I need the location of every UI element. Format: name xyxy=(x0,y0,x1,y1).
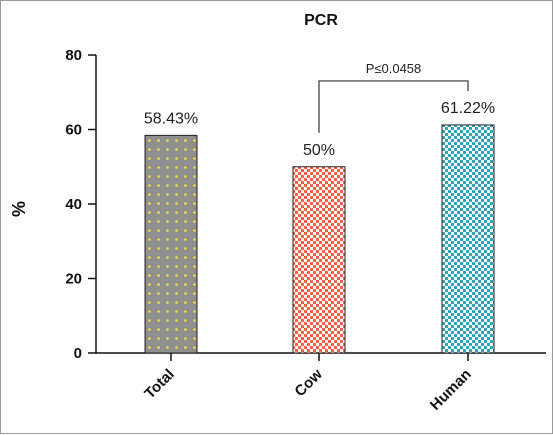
data-label: 58.43% xyxy=(144,110,198,127)
category-label: Total xyxy=(141,366,178,403)
y-tick-label: 60 xyxy=(65,122,82,139)
significance-bracket-line xyxy=(318,80,469,133)
significance-bracket: P≤0.0458 xyxy=(318,61,469,133)
bar-group xyxy=(144,124,495,354)
chart-title: PCR xyxy=(304,12,338,29)
y-tick-label: 20 xyxy=(65,271,82,288)
category-label-group: Total Cow Human xyxy=(141,353,475,414)
data-label: 50% xyxy=(303,142,335,159)
y-tick-label: 40 xyxy=(65,196,82,213)
bar-human xyxy=(441,124,495,354)
y-tick-label: 0 xyxy=(74,345,82,362)
data-label-group: 58.43% 50% 61.22% xyxy=(144,100,495,159)
category-label: Human xyxy=(427,366,475,414)
category-label: Cow xyxy=(291,366,326,401)
y-axis-label: % xyxy=(9,201,29,217)
bar-total xyxy=(144,134,198,354)
y-tick-group: 0 20 40 60 80 xyxy=(65,47,96,362)
bar-cow xyxy=(292,166,346,354)
significance-label: P≤0.0458 xyxy=(366,61,422,76)
data-label: 61.22% xyxy=(441,100,495,117)
y-tick-label: 80 xyxy=(65,47,82,64)
